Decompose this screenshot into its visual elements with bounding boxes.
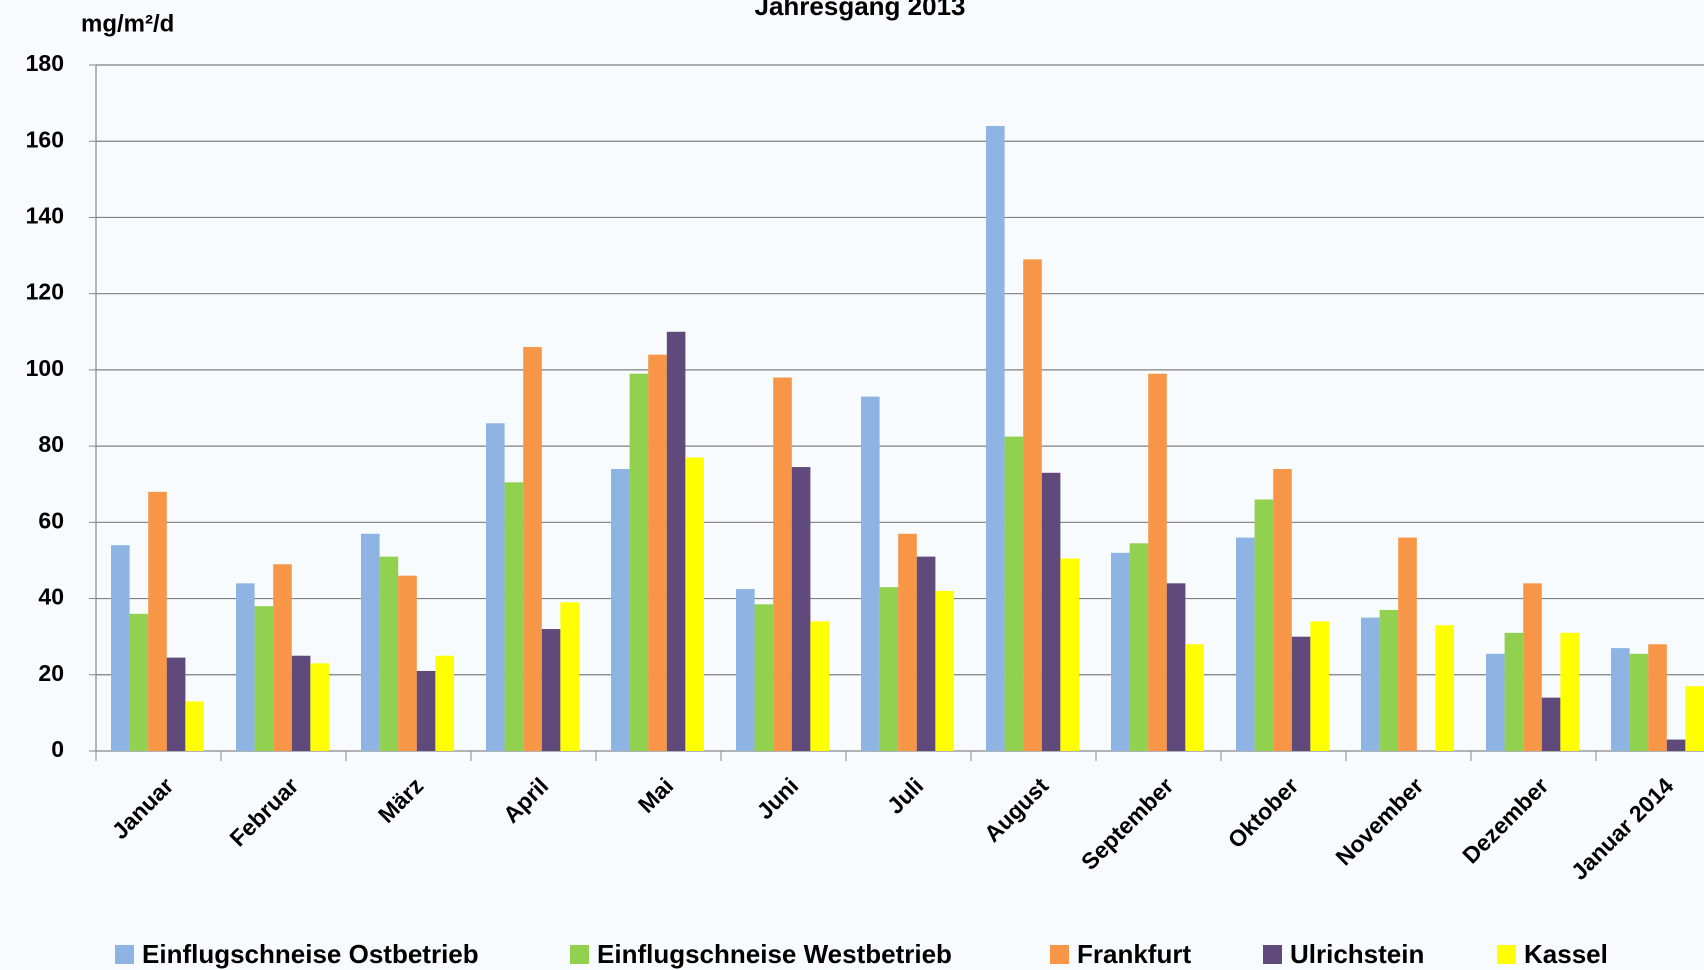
bar bbox=[773, 377, 792, 751]
bar bbox=[1435, 625, 1454, 751]
bar bbox=[1379, 609, 1399, 751]
bar bbox=[754, 604, 774, 751]
bar bbox=[1023, 259, 1042, 751]
bar bbox=[1398, 537, 1417, 751]
bar bbox=[310, 663, 329, 751]
bar bbox=[541, 629, 561, 751]
bar bbox=[273, 564, 292, 751]
bar bbox=[1611, 648, 1630, 751]
bar bbox=[1291, 636, 1311, 751]
bar bbox=[1504, 632, 1524, 751]
legend-label: Frankfurt bbox=[1077, 939, 1191, 969]
bar bbox=[291, 655, 311, 751]
bar bbox=[129, 613, 149, 751]
y-tick-label: 100 bbox=[26, 355, 64, 381]
bar bbox=[1541, 697, 1561, 751]
bar bbox=[1648, 644, 1667, 751]
legend-swatch bbox=[1263, 945, 1282, 964]
y-tick-label: 160 bbox=[26, 126, 64, 152]
legend-label: Ulrichstein bbox=[1290, 939, 1424, 969]
bar bbox=[629, 373, 649, 751]
bar bbox=[148, 491, 167, 751]
legend-label: Einflugschneise Westbetrieb bbox=[597, 939, 952, 969]
bar bbox=[898, 533, 917, 751]
bar bbox=[111, 545, 130, 751]
legend-swatch bbox=[570, 945, 589, 964]
bar bbox=[166, 657, 186, 751]
bar bbox=[523, 347, 542, 751]
y-tick-label: 140 bbox=[26, 203, 64, 229]
bar bbox=[1685, 686, 1704, 751]
bar bbox=[1148, 373, 1167, 751]
bar bbox=[1060, 558, 1079, 751]
chart-title: Jahresgang 2013 bbox=[754, 0, 965, 21]
bar bbox=[1486, 653, 1505, 751]
bar bbox=[666, 331, 686, 751]
bar bbox=[1629, 653, 1649, 751]
y-tick-label: 0 bbox=[51, 736, 64, 762]
bar bbox=[435, 655, 454, 751]
y-tick-label: 180 bbox=[26, 50, 64, 76]
bar bbox=[736, 589, 755, 751]
bar bbox=[810, 621, 829, 751]
bar bbox=[791, 467, 811, 751]
bar bbox=[486, 423, 505, 751]
y-tick-label: 40 bbox=[38, 584, 64, 610]
y-axis-label: mg/m²/d bbox=[81, 10, 174, 37]
bar bbox=[1236, 537, 1255, 751]
bar bbox=[1166, 583, 1186, 751]
bar bbox=[361, 533, 380, 751]
bar bbox=[1666, 739, 1686, 751]
bar bbox=[861, 396, 880, 751]
legend-swatch bbox=[1050, 945, 1069, 964]
bar bbox=[1523, 583, 1542, 751]
bar bbox=[398, 575, 417, 751]
bar bbox=[916, 556, 936, 751]
bar bbox=[1004, 436, 1024, 751]
bar bbox=[611, 468, 630, 751]
bar bbox=[379, 556, 399, 751]
y-tick-label: 120 bbox=[26, 279, 64, 305]
y-tick-label: 20 bbox=[38, 660, 64, 686]
bar bbox=[935, 590, 954, 751]
bar bbox=[879, 587, 899, 751]
legend-label: Einflugschneise Ostbetrieb bbox=[142, 939, 479, 969]
legend-swatch bbox=[115, 945, 134, 964]
bar bbox=[986, 125, 1005, 751]
legend-swatch bbox=[1497, 945, 1516, 964]
bar bbox=[185, 701, 204, 751]
bar bbox=[1129, 543, 1149, 751]
bar bbox=[504, 482, 524, 751]
y-tick-label: 60 bbox=[38, 507, 64, 533]
bar bbox=[1560, 632, 1579, 751]
bar bbox=[254, 606, 274, 751]
bar bbox=[685, 457, 704, 751]
bar bbox=[236, 583, 255, 751]
bar bbox=[560, 602, 579, 751]
legend-label: Kassel bbox=[1524, 939, 1608, 969]
y-tick-label: 80 bbox=[38, 431, 64, 457]
bar bbox=[648, 354, 667, 751]
bar bbox=[1254, 499, 1274, 751]
bar bbox=[1273, 468, 1292, 751]
bar bbox=[416, 670, 436, 751]
bar bbox=[1310, 621, 1329, 751]
bar bbox=[1041, 472, 1061, 751]
bar bbox=[1361, 617, 1380, 751]
bar bbox=[1111, 552, 1130, 751]
bar bbox=[1185, 644, 1204, 751]
